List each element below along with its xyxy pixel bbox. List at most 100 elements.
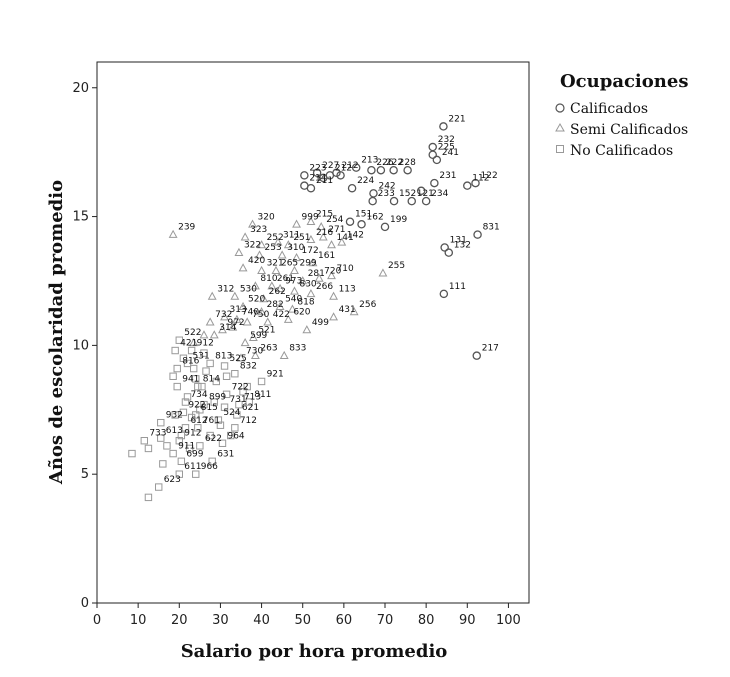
point-no-calificados [181, 424, 190, 432]
point-no-calificados [214, 416, 223, 424]
point-label: 720 [324, 266, 341, 276]
point-label: 531 [193, 351, 210, 361]
point-semi-calificados [273, 237, 283, 246]
point-label: 216 [316, 228, 333, 238]
point-label: 712 [240, 416, 257, 426]
point-label: 815 [201, 403, 218, 413]
point-label: 253 [265, 243, 282, 253]
point-semi-calificados [308, 258, 318, 267]
point-calificados [389, 196, 399, 206]
point-semi-calificados [230, 291, 240, 300]
point-label: 631 [217, 449, 234, 459]
point-label: 499 [312, 318, 329, 328]
point-label: 964 [227, 431, 244, 441]
point-label: 212 [335, 163, 352, 173]
point-label: 251 [293, 233, 310, 243]
x-tick-label: 60 [336, 613, 353, 628]
point-calificados [428, 150, 437, 159]
point-calificados [368, 196, 377, 206]
point-semi-calificados [327, 270, 336, 280]
point-label: 420 [248, 256, 265, 266]
point-label: 816 [182, 357, 199, 367]
point-no-calificados [187, 346, 196, 355]
point-label: 254 [326, 215, 343, 225]
point-label: 299 [299, 259, 316, 269]
point-semi-calificados [199, 330, 209, 339]
legend-marker-calificados [555, 103, 565, 113]
point-label: 234 [431, 189, 448, 199]
point-no-calificados [235, 400, 243, 409]
point-calificados [403, 165, 412, 175]
point-label: 113 [339, 284, 356, 294]
point-label: 226 [376, 158, 393, 168]
point-label: 912 [184, 429, 201, 439]
point-label: 313 [230, 305, 247, 315]
point-label: 222 [386, 158, 403, 168]
point-no-calificados [144, 493, 153, 502]
y-tick-label: 5 [81, 467, 89, 482]
point-semi-calificados [255, 250, 264, 259]
point-no-calificados [128, 449, 136, 458]
point-no-calificados [218, 439, 227, 447]
point-no-calificados [222, 390, 231, 399]
point-label: 312 [217, 284, 234, 294]
point-label: 310 [287, 243, 304, 253]
point-semi-calificados [207, 291, 217, 300]
x-tick-label: 90 [459, 613, 476, 628]
point-calificados [376, 165, 386, 175]
point-no-calificados [231, 424, 239, 432]
point-label: 161 [318, 251, 335, 261]
point-label: 813 [215, 351, 232, 361]
point-semi-calificados [218, 325, 227, 334]
point-semi-calificados [238, 263, 248, 272]
y-tick-label: 10 [72, 338, 89, 353]
point-label: 921 [267, 369, 284, 379]
point-label: 912 [197, 339, 214, 349]
point-no-calificados [171, 411, 179, 419]
x-tick-label: 80 [418, 613, 435, 628]
point-calificados [463, 181, 472, 190]
point-semi-calificados [318, 232, 328, 241]
point-semi-calificados [283, 314, 293, 323]
point-label: 228 [399, 158, 416, 168]
point-semi-calificados [349, 307, 359, 316]
point-label: 152 [399, 189, 416, 199]
legend-label-no-calificados: No Calificados [570, 143, 673, 159]
point-label: 241 [442, 148, 459, 158]
point-no-calificados [220, 362, 229, 370]
legend-label-calificados: Calificados [570, 101, 648, 117]
point-label: 613 [166, 426, 183, 436]
point-semi-calificados [271, 265, 281, 274]
point-no-calificados [210, 398, 218, 406]
point-no-calificados [233, 411, 241, 419]
point-label: 623 [164, 475, 181, 485]
point-semi-calificados [275, 283, 285, 293]
point-semi-calificados [257, 240, 267, 249]
point-label: 732 [215, 310, 232, 320]
plot-area [96, 61, 530, 604]
point-label: 734 [190, 390, 207, 400]
point-no-calificados [189, 364, 198, 373]
point-no-calificados [157, 418, 165, 427]
point-semi-calificados [306, 216, 316, 226]
point-label: 261 [277, 274, 294, 284]
point-no-calificados [177, 431, 186, 440]
point-semi-calificados [257, 307, 267, 316]
point-semi-calificados [337, 237, 347, 246]
point-calificados [345, 217, 355, 226]
point-label: 899 [209, 393, 226, 403]
point-label: 831 [483, 223, 500, 233]
point-label: 142 [347, 230, 364, 240]
point-label: 941 [182, 375, 199, 385]
point-semi-calificados [283, 240, 293, 249]
point-no-calificados [212, 377, 221, 386]
point-no-calificados [198, 382, 206, 391]
point-semi-calificados [205, 317, 215, 326]
point-no-calificados [155, 483, 163, 491]
point-calificados [367, 165, 376, 175]
point-calificados [336, 171, 345, 180]
point-no-calificados [245, 398, 253, 406]
point-semi-calificados [279, 350, 289, 359]
point-label: 252 [267, 233, 284, 243]
point-label: 199 [390, 215, 407, 225]
